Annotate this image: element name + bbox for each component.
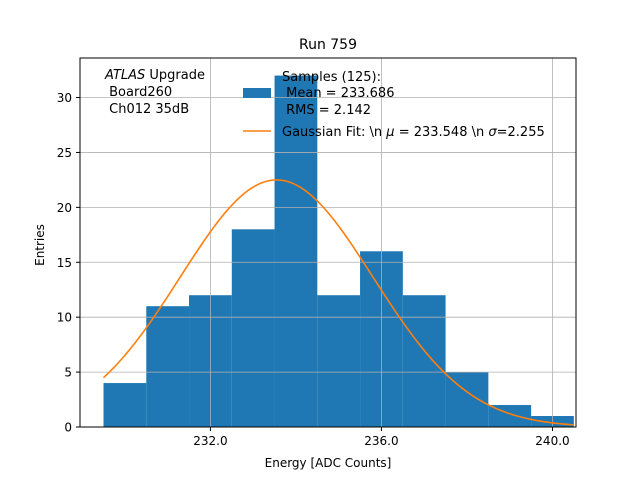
plot-frame — [79, 57, 577, 428]
y-tick-label: 5 — [64, 366, 72, 380]
y-tick-label: 10 — [57, 311, 72, 325]
y-tick-label: 15 — [57, 256, 72, 270]
legend-hist-label: Mean = 233.686 — [282, 86, 394, 101]
legend: Samples (125): Mean = 233.686 RMS = 2.14… — [243, 70, 545, 140]
x-tick-label: 232.0 — [193, 434, 227, 448]
histogram-bar — [317, 295, 361, 427]
annotation-line: Board260 — [105, 85, 172, 100]
fit-curve — [102, 179, 574, 426]
x-axis-label: Energy [ADC Counts] — [265, 456, 392, 470]
y-tick-label: 0 — [64, 421, 72, 435]
histogram-bar — [231, 229, 275, 427]
y-axis-label: Entries — [33, 224, 47, 266]
annotation-upgrade-word: Upgrade — [145, 68, 205, 83]
legend-hist-label: RMS = 2.142 — [282, 103, 371, 118]
histogram-bar — [103, 383, 147, 427]
annotation-line: ATLAS Upgrade — [104, 68, 205, 83]
x-axis-ticks: 232.0 236.0 240.0 — [193, 427, 570, 448]
gaussian-fit — [102, 179, 574, 426]
histogram-bar — [402, 295, 446, 427]
y-tick-label: 30 — [57, 91, 72, 105]
annotation-line: Ch012 35dB — [105, 102, 189, 117]
legend-hist-swatch — [243, 88, 271, 98]
legend-hist-label: Samples (125): — [282, 70, 381, 85]
y-axis-ticks: 0 5 10 15 20 25 30 — [57, 91, 80, 435]
legend-fit-label: Gaussian Fit: \n μ = 233.548 \n σ=2.255 — [282, 125, 545, 140]
histogram-bar — [274, 75, 318, 428]
x-tick-label: 240.0 — [535, 434, 569, 448]
y-tick-label: 20 — [57, 201, 72, 215]
x-tick-label: 236.0 — [364, 434, 398, 448]
chart-title: Run 759 — [299, 37, 357, 53]
annotation-atlas-word: ATLAS — [104, 68, 145, 83]
y-tick-label: 25 — [57, 146, 72, 160]
histogram-bar — [146, 306, 190, 427]
atlas-annotation: ATLAS Upgrade Board260 Ch012 35dB — [104, 68, 205, 117]
